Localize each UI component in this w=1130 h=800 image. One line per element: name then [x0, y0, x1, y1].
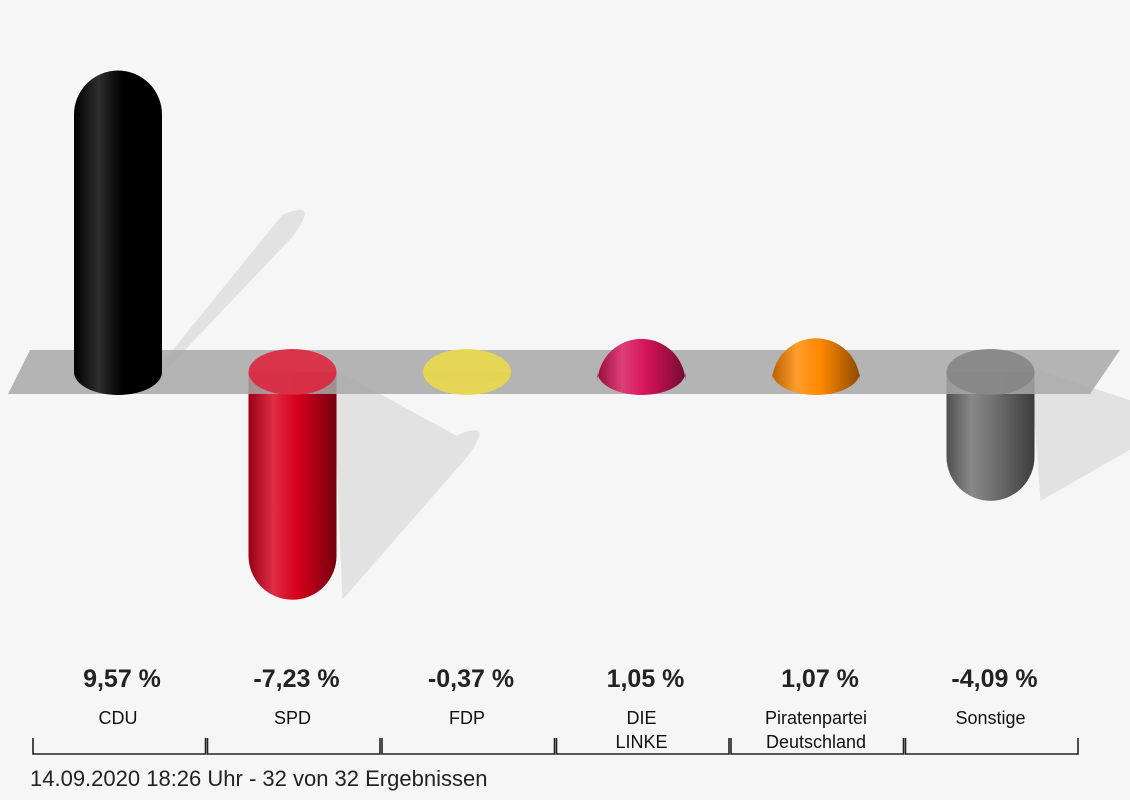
category-label-die-linke: LINKE: [615, 732, 667, 752]
category-labels: 9,57 % CDU -7,23 % SPD -0,37 % FDP 1,05 % DIE LI…: [83, 665, 1038, 752]
bar-piratenpartei-deutschland: [772, 338, 860, 395]
category-label-fdp: FDP: [449, 708, 485, 728]
bar-cap-fdp: [423, 349, 511, 395]
bracket-fdp: [381, 738, 556, 755]
category-label-die-linke: DIE: [626, 708, 656, 728]
value-label-die-linke: 1,05 %: [607, 665, 685, 693]
bracket-sonstige: [904, 738, 1079, 755]
bar-cap-sonstige: [946, 349, 1035, 395]
results-status: 14.09.2020 18:26 Uhr - 32 von 32 Ergebni…: [30, 766, 488, 791]
bracket-die-linke: [555, 738, 730, 755]
bar-shadow-spd: [332, 368, 480, 600]
bar-shadows: [158, 209, 1130, 600]
category-label-spd: SPD: [274, 708, 311, 728]
value-label-cdu: 9,57 %: [83, 665, 161, 693]
bar-shadow-cdu: [158, 209, 305, 368]
bracket-cdu: [32, 738, 207, 755]
category-label-cdu: CDU: [99, 708, 138, 728]
category-label-piratenpartei-deutschland: Deutschland: [766, 732, 866, 752]
bar-sonstige: [946, 372, 1035, 501]
bracket-spd: [206, 738, 381, 755]
category-label-sonstige: Sonstige: [955, 708, 1025, 728]
positive-bars: [74, 70, 1035, 396]
bar-shadow-sonstige: [1030, 368, 1130, 501]
value-label-spd: -7,23 %: [253, 665, 339, 693]
bar-die-linke: [597, 338, 686, 396]
category-label-piratenpartei-deutschland: Piratenpartei: [765, 708, 867, 728]
category-brackets: [32, 738, 1079, 755]
value-label-fdp: -0,37 %: [428, 665, 514, 693]
value-label-sonstige: -4,09 %: [951, 665, 1037, 693]
bar-spd: [248, 372, 337, 600]
bracket-piratenpartei-deutschland: [730, 738, 905, 755]
bar-cap-spd: [248, 349, 337, 395]
bar-cdu: [74, 70, 162, 395]
value-label-piratenpartei-deutschland: 1,07 %: [781, 665, 859, 693]
